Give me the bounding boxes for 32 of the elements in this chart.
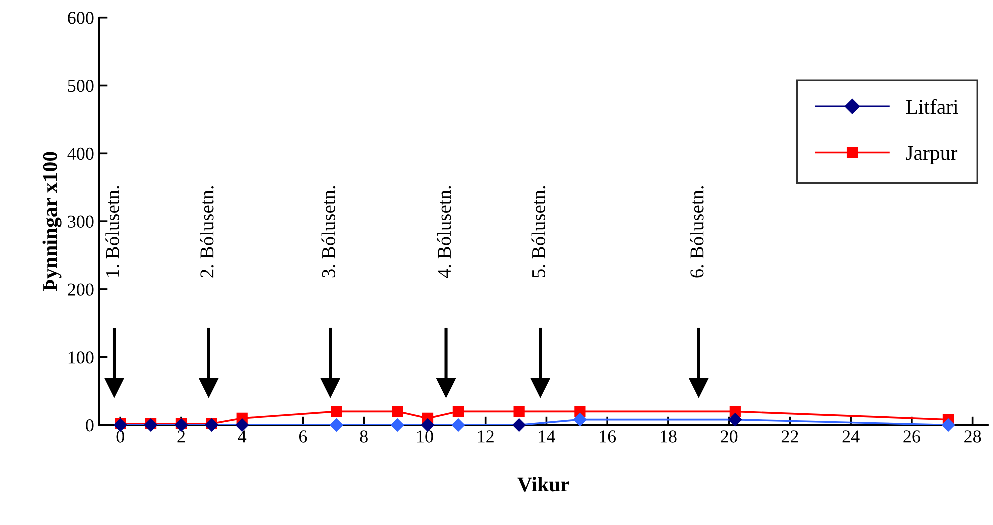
ref-line-label: 1. Bólusetn. <box>106 186 120 277</box>
y-tick-label: 500 <box>68 80 94 92</box>
x-axis-title: Vikur <box>518 477 570 492</box>
y-tick-label: 300 <box>68 216 94 228</box>
y-tick-label: 200 <box>68 284 94 296</box>
x-tick-label: 26 <box>904 430 920 443</box>
y-tick-label: 100 <box>68 352 94 364</box>
ref-line-label: 2. Bólusetn. <box>200 186 214 278</box>
y-tick-label: 600 <box>68 12 94 24</box>
x-tick-label: 28 <box>964 430 982 443</box>
ref-line-label: 5. Bólusetn. <box>532 186 546 278</box>
x-tick-label: 16 <box>600 430 616 443</box>
x-tick-label: 24 <box>842 430 860 443</box>
y-axis-title: Þynningar x100 <box>42 152 62 292</box>
x-tick-label: 12 <box>478 430 494 443</box>
x-tick-label: 22 <box>782 430 798 443</box>
ref-line-label: 4. Bólusetn. <box>437 186 452 278</box>
x-tick-label: 14 <box>539 430 556 443</box>
y-tick-label: 0 <box>86 420 94 432</box>
ref-line-label: 3. Bólusetn. <box>322 186 336 278</box>
legend-label: Jarpur <box>906 146 958 164</box>
x-tick-label: 0 <box>116 430 124 443</box>
legend-label: Litfari <box>906 99 958 114</box>
y-tick-label: 400 <box>68 148 94 160</box>
x-tick-label: 6 <box>299 430 308 443</box>
x-tick-label: 8 <box>360 430 368 443</box>
x-tick-label: 10 <box>418 430 434 443</box>
x-tick-label: 20 <box>721 430 738 443</box>
x-tick-label: 18 <box>661 430 677 443</box>
x-tick-label: 2 <box>178 430 185 443</box>
ref-line-label: 6. Bólusetn. <box>690 186 704 278</box>
x-tick-label: 4 <box>238 430 247 443</box>
